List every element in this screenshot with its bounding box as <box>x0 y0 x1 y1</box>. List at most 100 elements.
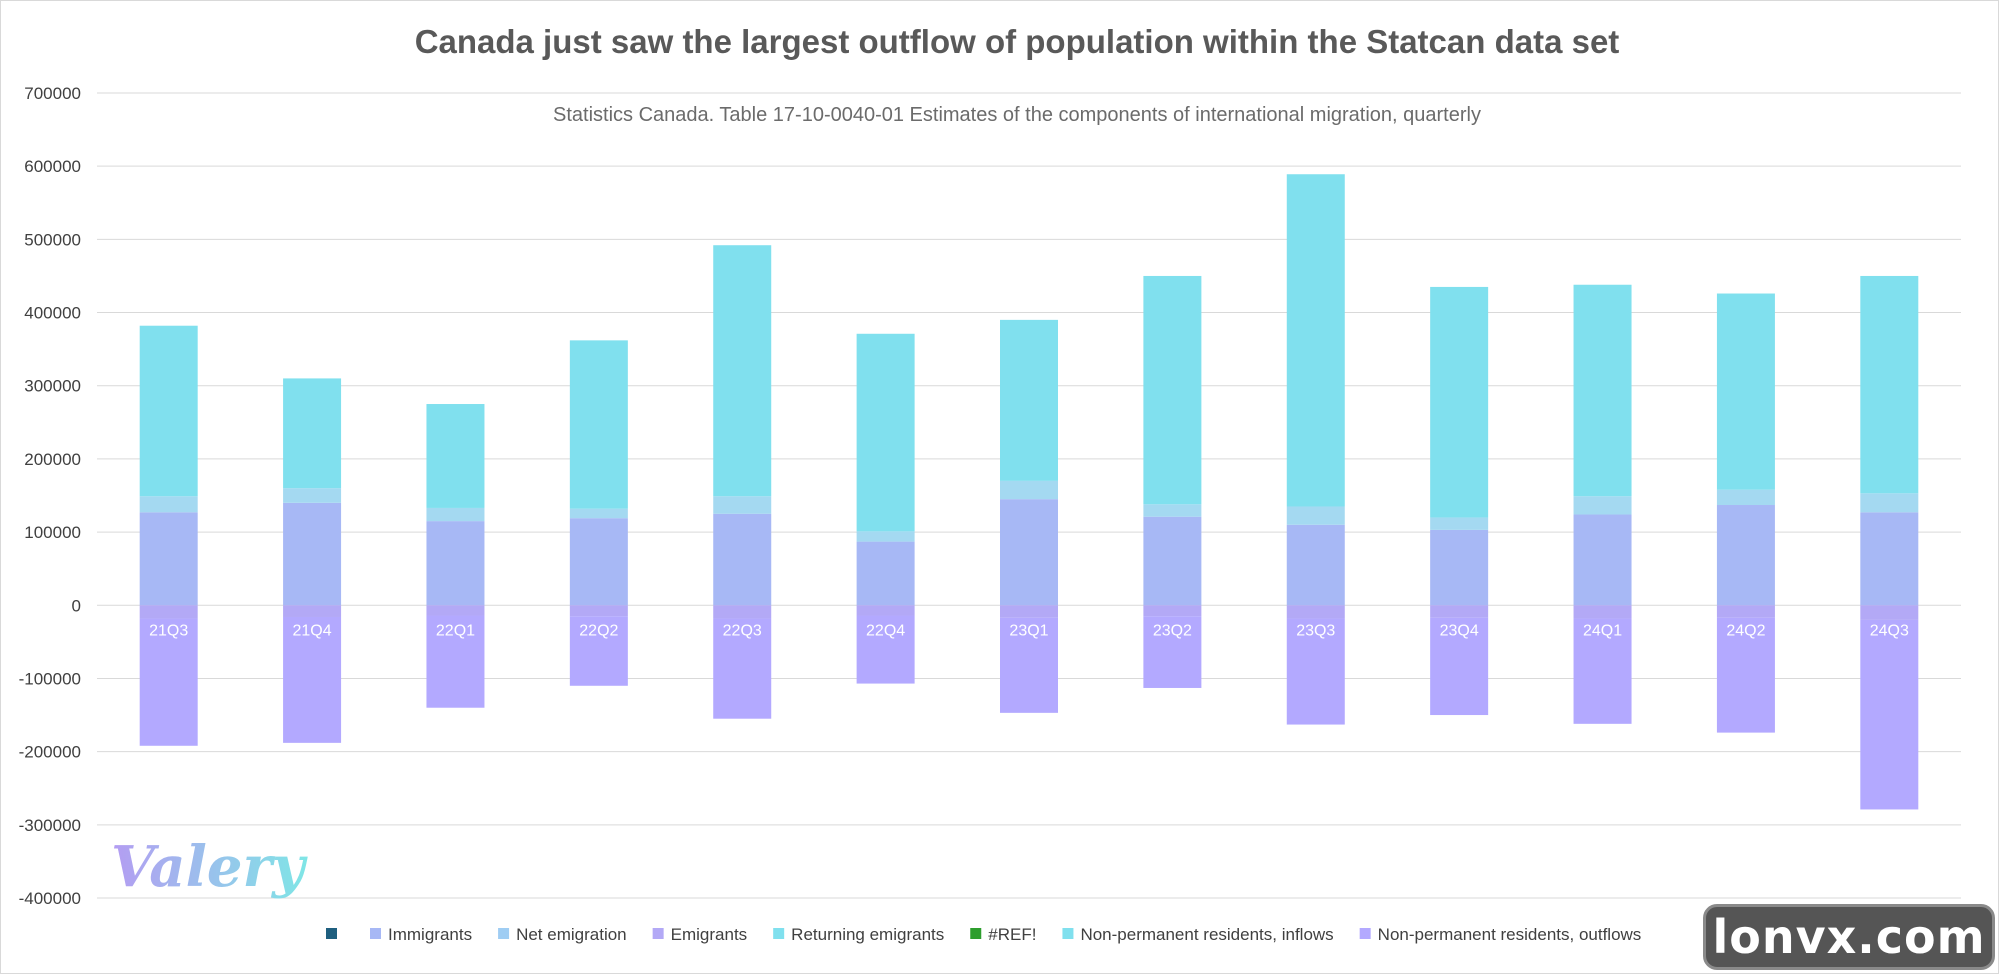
y-tick-label: 100000 <box>24 523 81 542</box>
legend-label: #REF! <box>988 925 1036 944</box>
category-label: 21Q3 <box>149 622 188 639</box>
bar-22Q1-series-0 <box>426 521 485 606</box>
bar-23Q3-series-0 <box>1286 524 1345 606</box>
legend-label: Immigrants <box>388 925 472 944</box>
y-tick-label: 400000 <box>24 304 81 323</box>
bar-22Q3-series-2 <box>713 605 772 619</box>
bar-23Q1-series-0 <box>1000 499 1058 606</box>
bar-24Q3-series-0 <box>1860 512 1919 606</box>
bar-23Q3-series-6 <box>1286 618 1345 725</box>
bar-22Q3-series-6 <box>713 618 772 719</box>
bar-22Q4-series-5 <box>856 333 915 532</box>
y-tick-label: -200000 <box>19 743 81 762</box>
y-tick-label: 300000 <box>24 377 81 396</box>
bar-24Q2-series-2 <box>1716 605 1775 618</box>
y-tick-label: -100000 <box>19 669 81 688</box>
bar-21Q3-series-5 <box>139 325 198 497</box>
bar-24Q3-series-6 <box>1860 619 1919 810</box>
bar-22Q1-series-5 <box>426 404 485 508</box>
bar-21Q3-series-6 <box>139 618 198 746</box>
legend-swatch <box>498 928 510 939</box>
legend-swatch <box>326 928 337 939</box>
bar-23Q4-series-5 <box>1430 286 1489 518</box>
bar-21Q4-series-5 <box>283 378 342 489</box>
bar-22Q3-series-3 <box>713 496 772 514</box>
bar-23Q4-series-6 <box>1430 617 1489 716</box>
bar-21Q4-series-0 <box>283 502 342 606</box>
bar-24Q3-series-3 <box>1860 493 1919 513</box>
legend-label: Non-permanent residents, inflows <box>1080 925 1333 944</box>
bar-22Q3-series-5 <box>713 245 772 497</box>
bar-24Q2-series-6 <box>1716 617 1775 733</box>
bar-24Q1-series-6 <box>1573 618 1632 724</box>
legend-swatch <box>652 928 664 939</box>
bar-22Q2-series-5 <box>569 340 628 509</box>
bar-23Q1-series-2 <box>1000 605 1058 618</box>
bar-24Q3-series-2 <box>1860 605 1919 620</box>
bar-24Q1-series-0 <box>1573 514 1632 606</box>
category-label: 22Q1 <box>436 622 475 639</box>
legend-swatch <box>370 928 381 939</box>
valery-logo: Valery <box>111 834 308 900</box>
watermark-badge: lonvx.com <box>1703 904 1995 970</box>
category-label: 24Q3 <box>1870 622 1909 639</box>
bar-23Q1-series-3 <box>1000 480 1058 500</box>
bar-22Q1-series-3 <box>426 507 485 522</box>
category-label: 23Q3 <box>1296 622 1335 639</box>
category-label: 23Q4 <box>1440 622 1479 639</box>
bar-23Q3-series-5 <box>1286 174 1345 507</box>
bar-23Q3-series-2 <box>1286 605 1345 619</box>
y-axis: 700000 600000 500000 400000 300000 200000 1000… <box>19 84 81 908</box>
bar-23Q4-series-3 <box>1430 517 1489 530</box>
bar-22Q3-series-0 <box>713 513 772 606</box>
legend-label: Non-permanent residents, outflows <box>1378 925 1642 944</box>
legend-swatch <box>1359 928 1371 939</box>
bar-21Q3-series-2 <box>139 605 198 619</box>
y-tick-label: 200000 <box>24 450 81 469</box>
bar-22Q1-series-2 <box>426 605 485 616</box>
y-tick-label: -300000 <box>19 816 81 835</box>
category-label: 22Q3 <box>723 622 762 639</box>
category-label: 22Q2 <box>579 622 618 639</box>
bar-23Q4-series-0 <box>1430 529 1489 606</box>
bar-24Q1-series-3 <box>1573 496 1632 515</box>
y-tick-label: 600000 <box>24 157 81 176</box>
category-label: 24Q1 <box>1583 622 1622 639</box>
bar-23Q2-series-3 <box>1143 504 1202 517</box>
bar-21Q3-series-0 <box>139 512 198 606</box>
watermark-text: lonvx.com <box>1712 910 1986 964</box>
bar-24Q1-series-5 <box>1573 284 1632 497</box>
bar-21Q4-series-2 <box>283 605 342 617</box>
bar-23Q4-series-2 <box>1430 605 1489 618</box>
bar-22Q2-series-0 <box>569 518 628 606</box>
y-tick-label: 500000 <box>24 230 81 249</box>
bar-23Q3-series-3 <box>1286 506 1345 525</box>
bar-22Q4-series-6 <box>856 615 915 684</box>
bar-24Q2-series-0 <box>1716 505 1775 606</box>
chart-subtitle: Statistics Canada. Table 17-10-0040-01 E… <box>553 104 1481 126</box>
legend-swatch <box>1062 928 1074 939</box>
legend-label: Emigrants <box>671 925 748 944</box>
bar-21Q4-series-3 <box>283 488 342 503</box>
bar-23Q2-series-2 <box>1143 605 1202 617</box>
bar-23Q2-series-6 <box>1143 616 1202 688</box>
chart-title: Canada just saw the largest outflow of p… <box>415 23 1620 60</box>
category-label: 23Q1 <box>1009 622 1048 639</box>
bar-22Q2-series-6 <box>569 616 628 686</box>
bar-24Q2-series-3 <box>1716 489 1775 506</box>
category-label: 23Q2 <box>1153 622 1192 639</box>
bar-23Q2-series-5 <box>1143 275 1202 505</box>
bar-22Q1-series-6 <box>426 615 485 708</box>
legend-label: Returning emigrants <box>791 925 944 944</box>
category-label: 21Q4 <box>293 622 332 639</box>
bar-22Q4-series-3 <box>856 531 915 542</box>
bar-22Q4-series-0 <box>856 541 915 606</box>
bar-22Q2-series-3 <box>569 508 628 519</box>
bars <box>139 174 1919 810</box>
y-tick-label: 0 <box>72 596 81 615</box>
bar-22Q4-series-2 <box>856 605 915 616</box>
bar-24Q1-series-2 <box>1573 605 1632 619</box>
y-tick-label: 700000 <box>24 84 81 103</box>
